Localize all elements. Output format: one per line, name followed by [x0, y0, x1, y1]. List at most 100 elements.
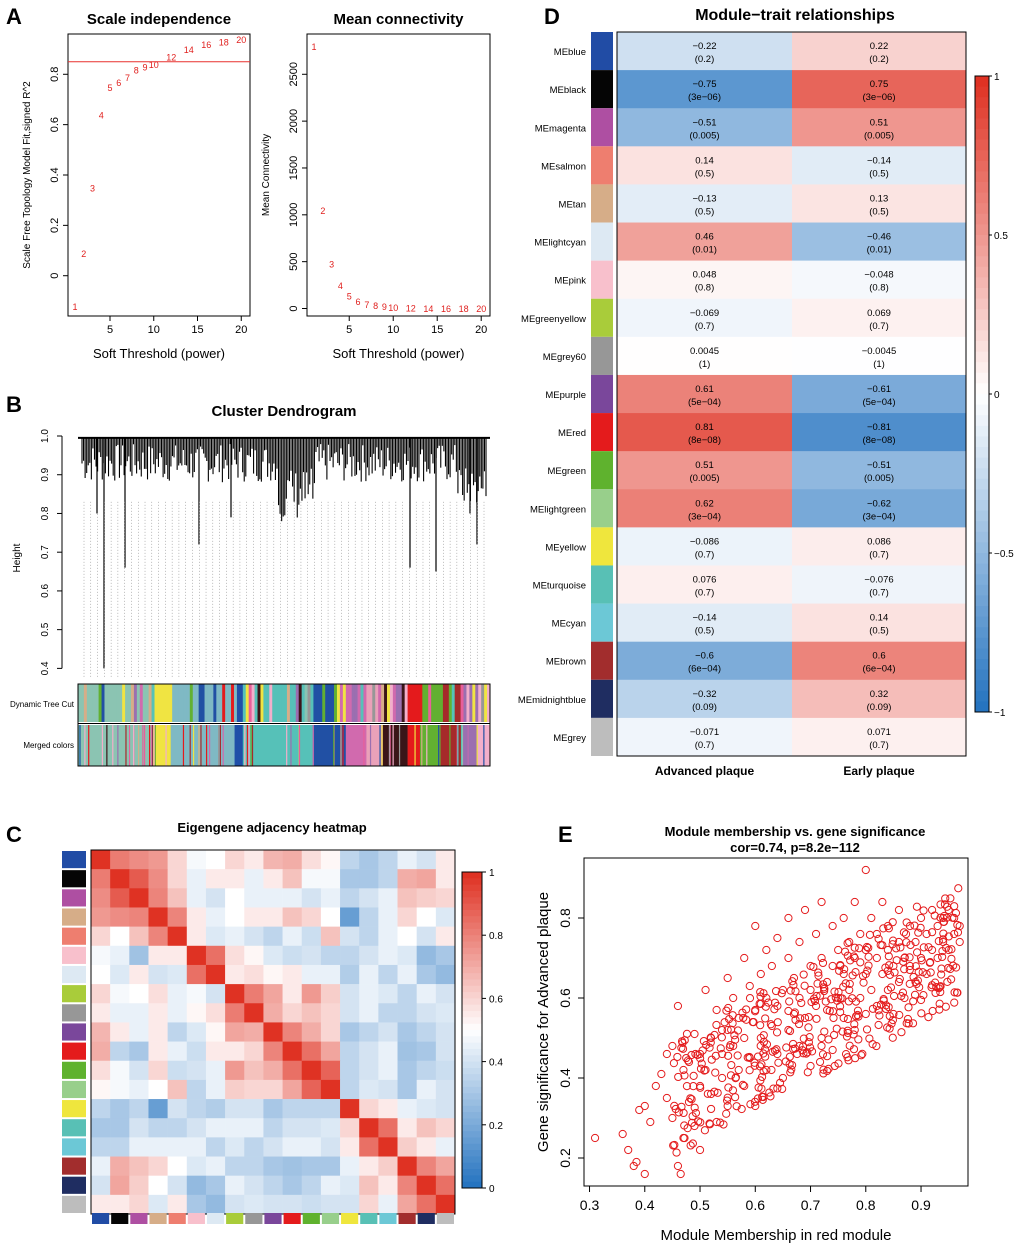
data-point	[885, 1024, 894, 1033]
p-value: (0.7)	[869, 588, 889, 599]
adjacency-cell	[320, 984, 341, 1004]
adjacency-cell	[320, 1156, 341, 1176]
legend-swatch	[975, 192, 989, 204]
adjacency-cell	[397, 1137, 417, 1157]
data-point	[850, 897, 859, 907]
p-value: (3e−06)	[688, 92, 721, 103]
data-point	[950, 998, 959, 1007]
adjacency-cell	[91, 964, 111, 985]
data-point	[813, 979, 822, 988]
y-tick-label: 1.0	[40, 429, 51, 443]
legend-swatch	[975, 542, 989, 554]
data-point	[819, 1065, 828, 1074]
legend-swatch	[975, 160, 989, 172]
data-point	[811, 1001, 821, 1011]
legend-swatch	[462, 1181, 482, 1189]
x-tick-label: 20	[235, 324, 247, 336]
adjacency-cell	[435, 1175, 456, 1196]
panel-letter-e: E	[558, 822, 573, 847]
adjacency-cell	[397, 1022, 417, 1042]
correlation-value: 0.0045	[690, 346, 719, 357]
trait-cell	[792, 641, 967, 681]
data-point	[784, 1006, 793, 1016]
legend-swatch	[462, 884, 482, 892]
data-point	[900, 953, 909, 962]
correlation-value: 0.048	[693, 270, 717, 281]
adjacency-cell	[359, 984, 379, 1004]
adjacency-cell	[91, 1079, 111, 1100]
module-color-row	[62, 1042, 86, 1060]
dynamic-cut-stripe	[201, 684, 206, 722]
module-color-col	[111, 1213, 129, 1224]
adjacency-cell	[435, 926, 456, 947]
legend-swatch	[462, 992, 482, 999]
dynamic-cut-stripe	[348, 684, 353, 722]
adjacency-cell	[110, 850, 130, 870]
legend-swatch	[975, 659, 989, 671]
power-point-label: 10	[388, 303, 398, 313]
data-point	[818, 958, 828, 968]
power-point-label: 1	[72, 302, 77, 312]
dynamic-cut-stripe	[378, 684, 382, 722]
adjacency-cell	[205, 1079, 226, 1100]
module-color-swatch	[591, 717, 613, 756]
adjacency-cell	[148, 1194, 168, 1215]
merged-color-stripe	[298, 725, 301, 766]
adjacency-cell	[282, 1194, 303, 1215]
power-point-label: 16	[201, 40, 211, 50]
data-point	[722, 1109, 731, 1118]
data-point	[787, 1065, 796, 1074]
data-point	[800, 981, 809, 990]
p-value: (0.005)	[689, 473, 719, 484]
data-point	[756, 969, 765, 979]
data-point	[897, 1028, 906, 1037]
module-name: MElightcyan	[534, 238, 586, 249]
merged-color-stripe	[466, 725, 468, 766]
data-point	[939, 917, 948, 926]
adjacency-cell	[129, 907, 149, 927]
data-point	[836, 960, 845, 970]
adjacency-cell	[91, 1194, 111, 1215]
module-name: MEturquoise	[533, 581, 586, 592]
dynamic-cut-stripe	[484, 684, 488, 722]
p-value: (3e−04)	[862, 511, 895, 522]
adjacency-cell	[244, 1041, 264, 1062]
adjacency-cell	[301, 984, 322, 1004]
correlation-value: 0.076	[693, 575, 717, 586]
adjacency-cell	[110, 1137, 130, 1157]
eigengene-adjacency-heatmap: Eigengene adjacency heatmap 0 0.2 0.4 0.6 0.8…	[62, 820, 503, 1224]
data-point	[872, 929, 881, 939]
adjacency-cell	[263, 964, 283, 985]
trait-cell	[617, 146, 793, 185]
data-point	[940, 900, 950, 909]
data-point	[635, 1105, 644, 1115]
adjacency-cell	[148, 1175, 168, 1196]
module-color-row	[62, 889, 86, 907]
merged-color-block	[234, 725, 244, 766]
y-tick-label: 0.4	[557, 1068, 573, 1088]
adjacency-cell	[378, 1175, 398, 1196]
merged-color-stripe	[421, 725, 423, 766]
data-point	[917, 1009, 926, 1018]
trait-cell	[617, 298, 793, 338]
data-point	[766, 1020, 775, 1029]
data-point	[935, 982, 944, 991]
data-point	[785, 997, 794, 1006]
adjacency-cell	[263, 1118, 283, 1138]
power-point-label: 5	[107, 83, 112, 93]
data-point	[895, 974, 904, 984]
dynamic-cut-stripe	[392, 684, 397, 722]
adjacency-cell	[148, 1099, 168, 1119]
legend-swatch	[975, 701, 989, 713]
legend-tick-label: 0.6	[489, 994, 503, 1005]
adjacency-cell	[340, 1003, 360, 1023]
adjacency-cell	[205, 1060, 226, 1081]
module-color-col	[283, 1213, 301, 1224]
y-tick-label: 0.5	[40, 622, 51, 636]
data-point	[857, 1051, 866, 1060]
power-point-label: 20	[476, 304, 486, 314]
data-point	[856, 958, 865, 967]
data-point	[698, 1046, 707, 1055]
data-point	[938, 952, 947, 962]
